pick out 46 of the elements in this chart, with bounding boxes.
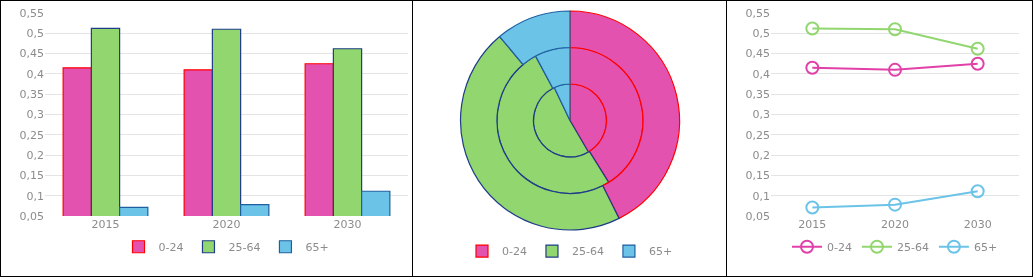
y-tick-label: 0,1 (26, 189, 44, 203)
y-tick-label: 0,15 (19, 169, 44, 183)
point (888, 22, 902, 37)
x-tick-label: 2030 (963, 218, 992, 231)
point (888, 62, 902, 77)
y-tick-label: 0,55 (19, 6, 44, 20)
y-tick-label: 0,4 (26, 67, 44, 81)
legend-label: 25-64 (571, 245, 604, 259)
y-tick-label: 0,3 (752, 108, 770, 122)
y-tick-label: 0,05 (19, 209, 44, 223)
y-tick-label: 0,3 (26, 108, 44, 122)
y-tick-label: 0,05 (745, 209, 770, 223)
legend-label: 25-64 (896, 241, 929, 255)
point (970, 184, 985, 199)
y-tick-label: 0,4 (752, 67, 770, 81)
y-tick-label: 0,35 (19, 88, 44, 102)
legend-label: 65+ (973, 241, 998, 255)
point (970, 41, 985, 56)
legend-label: 0-24 (158, 241, 184, 255)
legend-label: 0-24 (502, 245, 527, 259)
x-tick-label: 2020 (212, 218, 241, 231)
y-tick-label: 0,2 (26, 148, 44, 162)
x-tick-label: 2015 (91, 218, 120, 231)
point (805, 60, 820, 75)
x-tick-label: 2030 (333, 218, 362, 231)
y-tick-label: 0,2 (752, 148, 770, 162)
legend-label: 65+ (305, 241, 329, 255)
x-tick-label: 2020 (881, 218, 909, 231)
y-tick-label: 0,45 (745, 47, 770, 61)
legend-label: 0-24 (827, 241, 852, 255)
y-tick-label: 0,45 (19, 47, 44, 61)
y-tick-label: 0,5 (26, 27, 44, 41)
legend-label: 25-64 (228, 241, 261, 255)
point (888, 197, 902, 212)
point (805, 200, 820, 215)
legend-label: 65+ (648, 245, 673, 259)
y-tick-label: 0,5 (752, 27, 770, 41)
y-tick-label: 0,25 (745, 128, 770, 142)
y-tick-label: 0,35 (745, 88, 770, 102)
y-tick-label: 0,55 (745, 6, 770, 20)
y-tick-label: 0,15 (745, 169, 770, 183)
y-tick-label: 0,25 (19, 128, 44, 142)
y-tick-label: 0,1 (752, 189, 770, 203)
point (970, 56, 985, 71)
point (805, 21, 820, 36)
x-tick-label: 2015 (798, 218, 827, 231)
